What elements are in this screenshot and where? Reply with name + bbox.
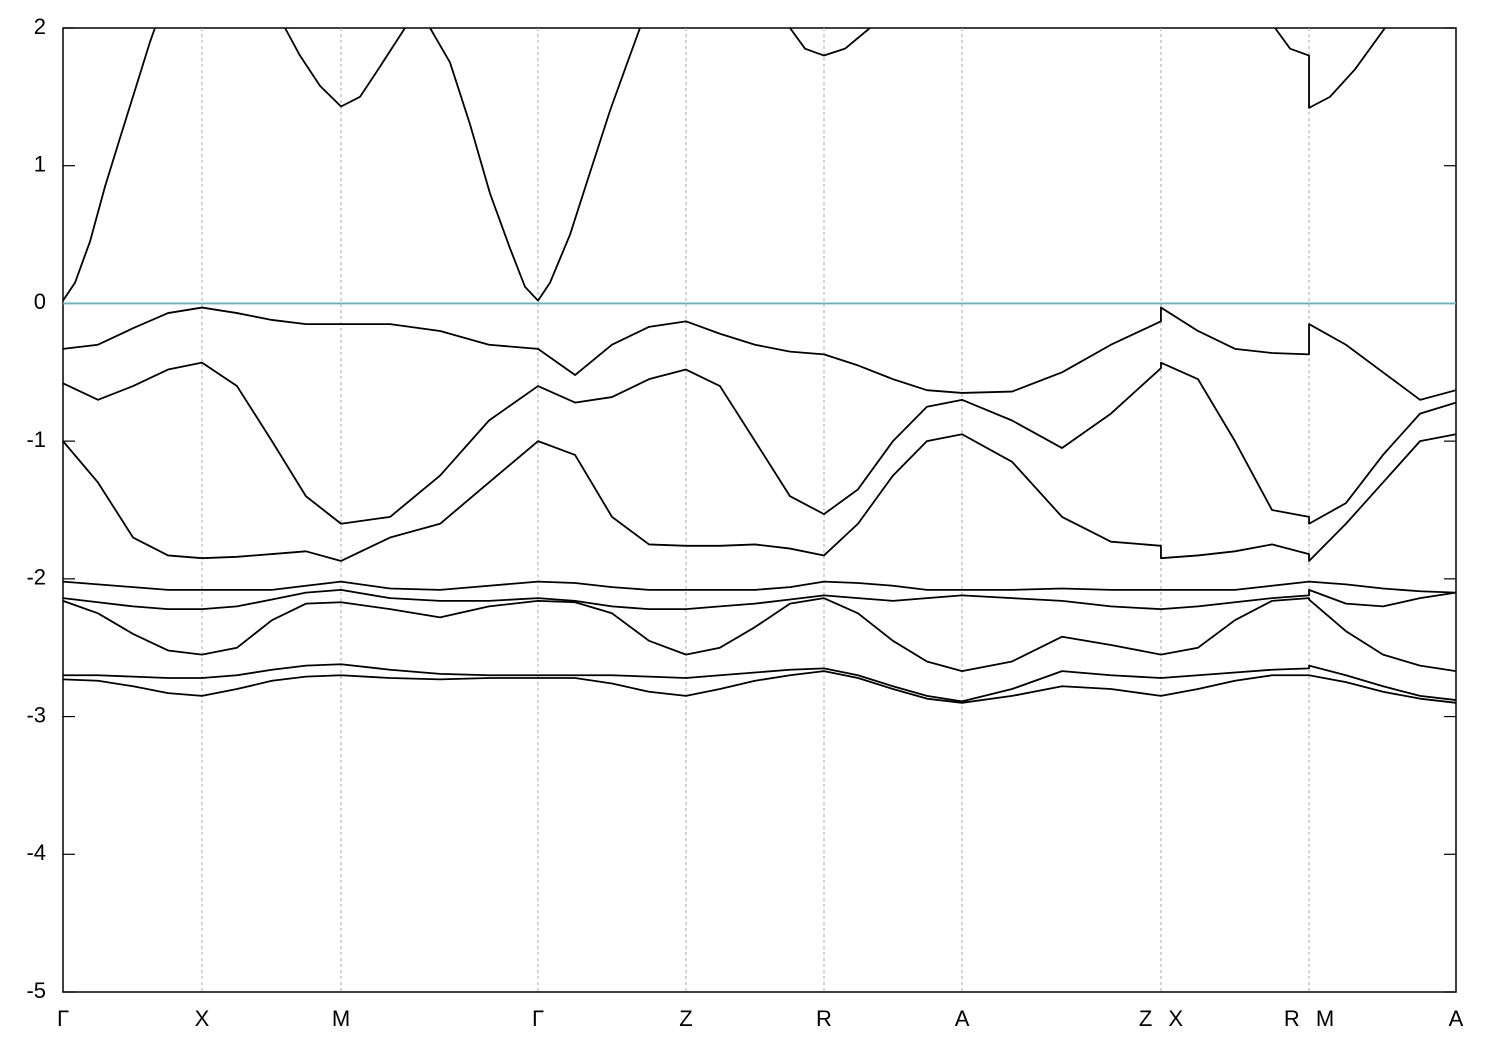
x-tick-label: Γ (57, 1006, 69, 1031)
band-line (62, 361, 1457, 525)
band-line (284, 27, 406, 108)
y-tick-label: 0 (34, 289, 46, 314)
y-tick-label: -3 (26, 702, 46, 727)
y-tick-label: -5 (26, 978, 46, 1003)
band-line (429, 27, 641, 302)
band-line (62, 588, 1457, 611)
band-line (63, 663, 1457, 703)
band-line (62, 27, 156, 302)
band-line (62, 670, 1457, 704)
y-tick-label: 1 (34, 152, 46, 177)
x-tick-label: X (195, 1006, 210, 1031)
band-line (1274, 27, 1386, 109)
y-tick-label: -2 (26, 565, 46, 590)
band-line (62, 306, 1457, 401)
band-line (62, 597, 1457, 673)
x-tick-label: R M (1284, 1006, 1334, 1031)
band-line (62, 580, 1457, 594)
y-tick-label: -4 (26, 840, 46, 865)
x-tick-label: Z X (1139, 1006, 1184, 1031)
x-tick-label: A (1449, 1006, 1464, 1031)
x-tick-label: M (332, 1006, 350, 1031)
y-tick-label: -1 (26, 427, 46, 452)
band-line (62, 433, 1457, 562)
x-tick-label: Z (679, 1006, 692, 1031)
y-tick-label: 2 (34, 14, 46, 39)
x-tick-label: Γ (532, 1006, 544, 1031)
plot-frame (62, 27, 1457, 993)
band-line (789, 27, 871, 57)
x-tick-label: A (955, 1006, 970, 1031)
x-tick-label: R (816, 1006, 832, 1031)
